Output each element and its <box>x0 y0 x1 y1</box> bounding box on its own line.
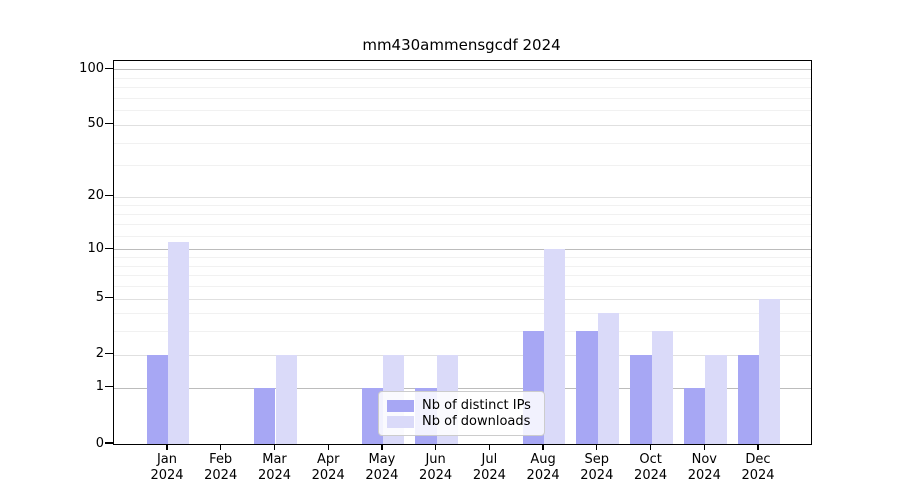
legend-label-distinct-ips: Nb of distinct IPs <box>422 398 531 413</box>
bar-downloads <box>544 249 566 444</box>
x-tick-label: Jun 2024 <box>419 452 453 483</box>
bar-distinct-ips <box>361 387 383 444</box>
x-tick-mark <box>757 444 759 450</box>
x-tick-mark <box>381 444 383 450</box>
gridline <box>114 275 811 277</box>
gridline <box>114 387 811 389</box>
gridline <box>114 298 811 300</box>
y-tick-mark <box>105 296 113 299</box>
x-tick-label: Jan 2024 <box>150 452 184 483</box>
x-tick-label: Mar 2024 <box>257 452 292 483</box>
bar-distinct-ips <box>576 331 598 444</box>
y-tick-mark <box>105 67 113 69</box>
gridline <box>114 235 811 237</box>
chart-title: mm430ammensgcdf 2024 <box>362 36 561 54</box>
bar-downloads <box>759 298 781 444</box>
y-tick-label: 1 <box>95 379 104 395</box>
bar-downloads <box>705 354 727 444</box>
legend-swatch-downloads <box>387 415 414 428</box>
y-tick-mark <box>105 442 113 444</box>
x-tick-label: Dec 2024 <box>741 452 775 483</box>
gridline <box>114 257 811 258</box>
gridline <box>114 204 811 206</box>
gridline <box>114 110 811 112</box>
legend-item-downloads: Nb of downloads <box>387 414 536 429</box>
gridline <box>114 265 811 267</box>
bar-downloads <box>275 354 297 444</box>
x-tick-mark <box>327 444 329 450</box>
gridline <box>114 69 811 71</box>
x-tick-label: Apr 2024 <box>311 452 345 483</box>
x-tick-mark <box>166 444 168 450</box>
plot-area <box>113 60 812 445</box>
legend-item-distinct-ips: Nb of distinct IPs <box>387 398 536 413</box>
y-tick-label: 20 <box>87 188 104 204</box>
gridline <box>114 313 811 315</box>
gridline <box>114 249 811 251</box>
x-tick-label: Aug 2024 <box>526 452 560 483</box>
bar-distinct-ips <box>683 387 706 444</box>
y-tick-mark <box>105 247 113 249</box>
gridline <box>114 331 811 333</box>
x-tick-label: Jul 2024 <box>472 452 506 483</box>
x-tick-mark <box>434 444 437 450</box>
x-tick-label: Oct 2024 <box>634 452 668 483</box>
gridline <box>114 165 811 167</box>
y-tick-mark <box>105 353 113 355</box>
x-tick-mark <box>542 444 544 450</box>
y-tick-mark <box>105 195 113 197</box>
gridline <box>114 213 811 215</box>
x-tick-mark <box>649 444 652 450</box>
bar-distinct-ips <box>737 354 759 444</box>
x-tick-mark <box>220 444 222 450</box>
legend: Nb of distinct IPs Nb of downloads <box>378 391 545 436</box>
y-tick-label: 0 <box>95 435 104 451</box>
y-tick-label: 2 <box>95 346 104 362</box>
gridline <box>114 124 811 126</box>
x-tick-mark <box>703 444 705 450</box>
y-tick-label: 5 <box>95 290 104 305</box>
bar-downloads <box>651 331 673 444</box>
gridline <box>114 142 811 144</box>
bar-distinct-ips <box>146 354 168 444</box>
x-tick-label: Nov 2024 <box>687 452 721 483</box>
x-tick-label: Sep 2024 <box>580 452 614 483</box>
gridline <box>114 97 811 99</box>
gridline <box>114 286 811 287</box>
x-tick-mark <box>488 444 491 450</box>
bar-distinct-ips <box>630 354 652 444</box>
y-tick-mark <box>105 386 113 388</box>
gridline <box>114 354 811 356</box>
gridline <box>114 87 811 89</box>
y-tick-label: 10 <box>87 240 104 256</box>
y-tick-mark <box>105 123 113 125</box>
x-tick-mark <box>273 444 276 450</box>
bar-distinct-ips <box>254 387 276 444</box>
legend-label-downloads: Nb of downloads <box>422 414 531 429</box>
y-tick-label: 100 <box>79 60 104 76</box>
x-tick-label: Feb 2024 <box>204 452 238 483</box>
x-tick-mark <box>596 444 598 450</box>
gridline <box>114 224 811 226</box>
y-tick-label: 50 <box>87 116 104 132</box>
x-tick-label: May 2024 <box>365 452 399 483</box>
gridline <box>114 77 811 79</box>
bar-downloads <box>168 242 190 444</box>
gridline <box>114 196 811 198</box>
legend-swatch-distinct-ips <box>387 399 414 412</box>
bar-downloads <box>597 313 620 444</box>
